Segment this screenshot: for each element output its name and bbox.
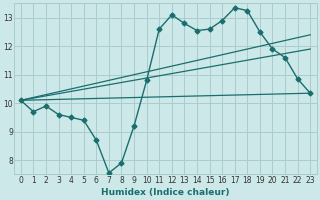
X-axis label: Humidex (Indice chaleur): Humidex (Indice chaleur) (101, 188, 230, 197)
